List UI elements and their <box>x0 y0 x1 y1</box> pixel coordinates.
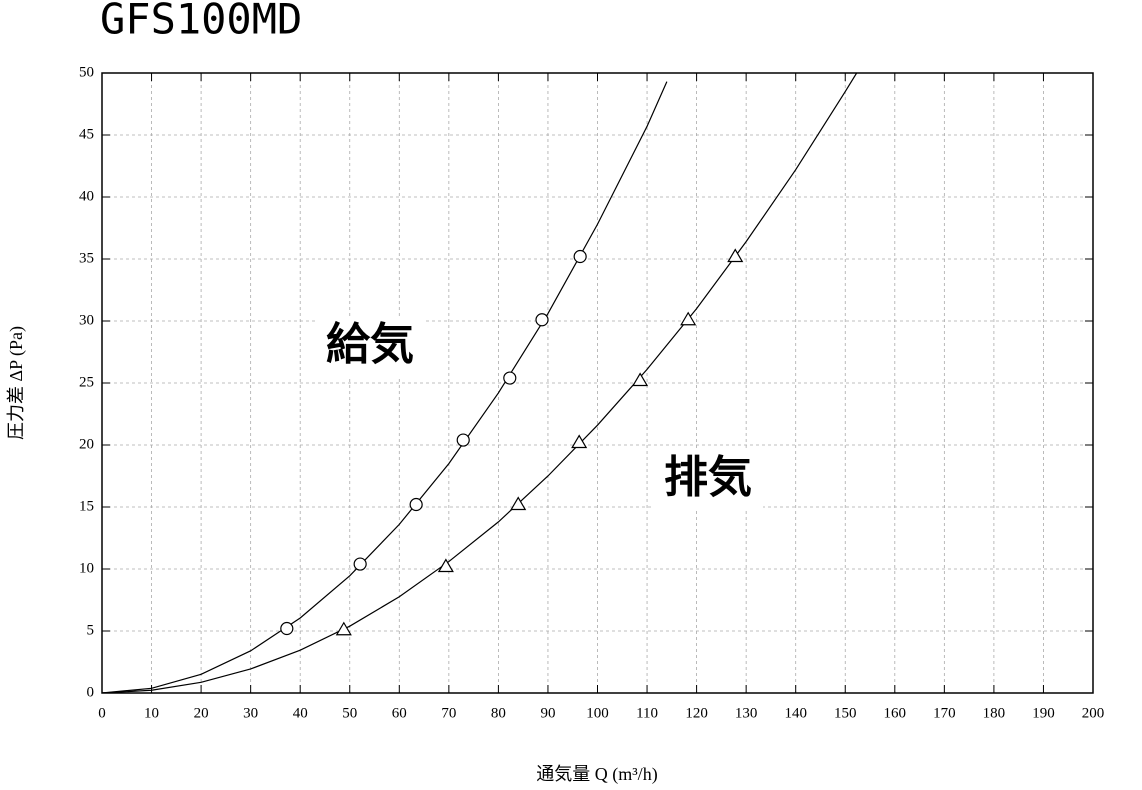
x-tick-label: 20 <box>194 705 209 721</box>
data-point <box>571 434 588 449</box>
x-tick-label: 0 <box>98 705 106 721</box>
x-tick-label: 40 <box>293 705 308 721</box>
y-tick-label: 35 <box>79 250 94 266</box>
x-tick-label: 110 <box>636 705 658 721</box>
x-tick-label: 80 <box>491 705 506 721</box>
x-tick-label: 150 <box>834 705 857 721</box>
y-tick-label: 10 <box>79 560 94 576</box>
data-point <box>456 433 470 447</box>
data-point <box>353 557 367 571</box>
data-point <box>632 372 649 387</box>
x-tick-label: 100 <box>586 705 609 721</box>
data-point <box>573 249 587 264</box>
data-point <box>727 248 744 263</box>
data-point <box>535 313 549 327</box>
plot-frame <box>101 72 1094 694</box>
chart-title: GFS100MD <box>100 0 302 44</box>
label-bg <box>653 450 763 510</box>
x-tick-label: 170 <box>933 705 956 721</box>
y-axis-label: 圧力差 ΔP (Pa) <box>6 326 27 440</box>
x-tick-label: 180 <box>983 705 1006 721</box>
label-bg <box>315 317 425 377</box>
series-label: 排気 <box>664 452 752 503</box>
fit-curve <box>102 73 858 693</box>
data-point <box>680 311 697 326</box>
y-tick-label: 30 <box>79 312 94 328</box>
data-point <box>335 621 352 636</box>
x-tick-label: 10 <box>144 705 159 721</box>
x-tick-label: 160 <box>884 705 907 721</box>
y-tick-label: 50 <box>79 64 94 80</box>
x-tick-label: 60 <box>392 705 407 721</box>
data-point <box>437 558 454 573</box>
data-point <box>503 371 517 385</box>
x-tick-label: 70 <box>441 705 456 721</box>
y-tick-label: 15 <box>79 498 94 514</box>
data-point <box>409 497 423 512</box>
x-tick-label: 130 <box>735 705 758 721</box>
fit-curve <box>102 81 668 693</box>
x-axis-label: 通気量 Q (m³/h) <box>536 764 657 785</box>
series-label: 給気 <box>326 319 414 370</box>
y-tick-label: 0 <box>87 684 95 700</box>
x-tick-label: 190 <box>1032 705 1055 721</box>
y-tick-label: 20 <box>79 436 94 452</box>
y-tick-label: 25 <box>79 374 94 390</box>
x-tick-label: 30 <box>243 705 258 721</box>
x-tick-label: 140 <box>784 705 807 721</box>
x-tick-label: 120 <box>685 705 708 721</box>
data-point <box>510 496 527 511</box>
x-tick-label: 90 <box>540 705 555 721</box>
x-tick-label: 50 <box>342 705 357 721</box>
y-tick-label: 5 <box>87 622 95 638</box>
data-point <box>280 621 294 636</box>
y-tick-label: 45 <box>79 126 94 142</box>
y-tick-label: 40 <box>79 188 94 204</box>
x-tick-label: 200 <box>1082 705 1105 721</box>
